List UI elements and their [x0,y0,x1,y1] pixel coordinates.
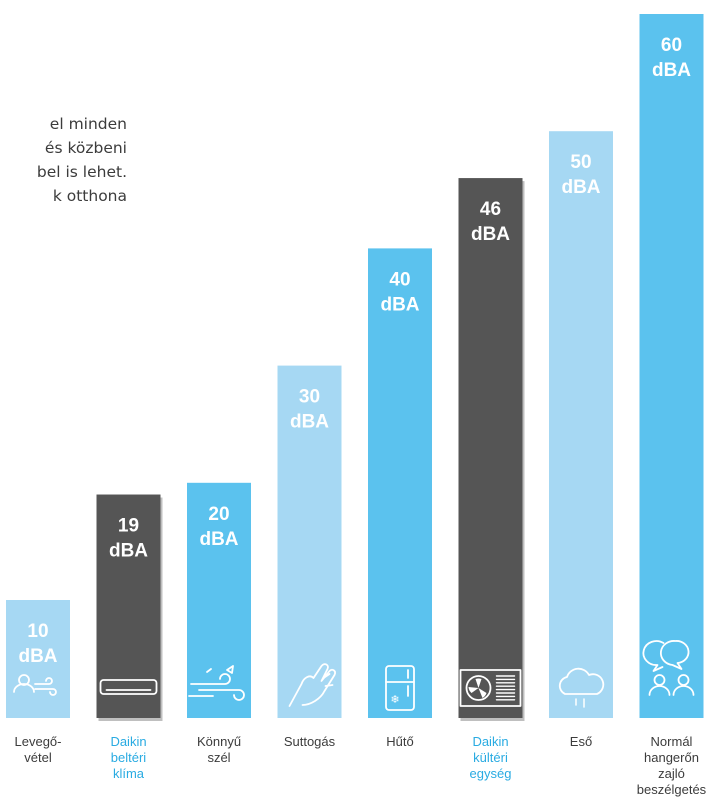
category-label: Daikin [110,734,146,749]
bar [549,131,613,718]
bar-value-label: dBA [652,60,691,81]
category-label: egység [470,766,512,781]
indoor-unit-icon [99,679,158,695]
intro-line: k otthona [52,187,127,205]
bar-value-label: 20 [208,504,229,525]
rain-cloud-icon [558,667,605,708]
category-label: vétel [24,750,52,765]
category-label: beszélgetés [637,782,707,797]
bar-value-label: dBA [199,529,238,550]
category-label: klíma [113,766,145,781]
breeze-icon [188,665,245,701]
bar-value-label: 30 [299,387,320,408]
bar-value-label: 46 [480,199,501,220]
intro-text: el minden és közbeni bel is lehet. k ott… [0,112,127,208]
category-label: Daikin [472,734,508,749]
bar-value-label: 19 [118,516,139,537]
bar [6,600,70,718]
conversation-icon [642,640,695,696]
category-label: zajló [658,766,685,781]
bar-value-label: dBA [290,412,329,433]
intro-line: és közbeni [44,139,127,157]
bar-value-label: 50 [570,152,591,173]
bar-value-label: 40 [389,269,410,290]
bar-value-label: dBA [471,224,510,245]
intro-line: bel is lehet. [36,163,127,181]
category-label: Suttogás [284,734,336,749]
category-label: Normál [651,734,693,749]
bar-value-label: 60 [661,35,682,56]
category-label: Könnyű [197,734,241,749]
category-label: kültéri [473,750,508,765]
air-intake-icon [13,674,57,696]
category-label: Levegő- [15,734,62,749]
bar [277,365,342,718]
bar-value-label: dBA [380,294,419,315]
outdoor-unit-icon [459,669,522,707]
category-label: hangerőn [644,750,699,765]
category-label: Eső [570,734,592,749]
bar-value-label: 10 [27,621,48,642]
bar-value-label: dBA [561,177,600,198]
bar-value-label: dBA [109,541,148,562]
bar [639,14,704,718]
fridge-icon: ❄ [385,665,415,711]
whisper-icon [288,663,336,707]
svg-text:❄: ❄ [390,693,399,706]
intro-line: el minden [49,115,127,133]
category-label: Hűtő [386,734,413,749]
category-label: beltéri [111,750,147,765]
bar [458,178,523,718]
category-label: szél [207,750,230,765]
bar [187,482,251,718]
bar-value-label: dBA [18,646,57,667]
bar [368,248,432,718]
